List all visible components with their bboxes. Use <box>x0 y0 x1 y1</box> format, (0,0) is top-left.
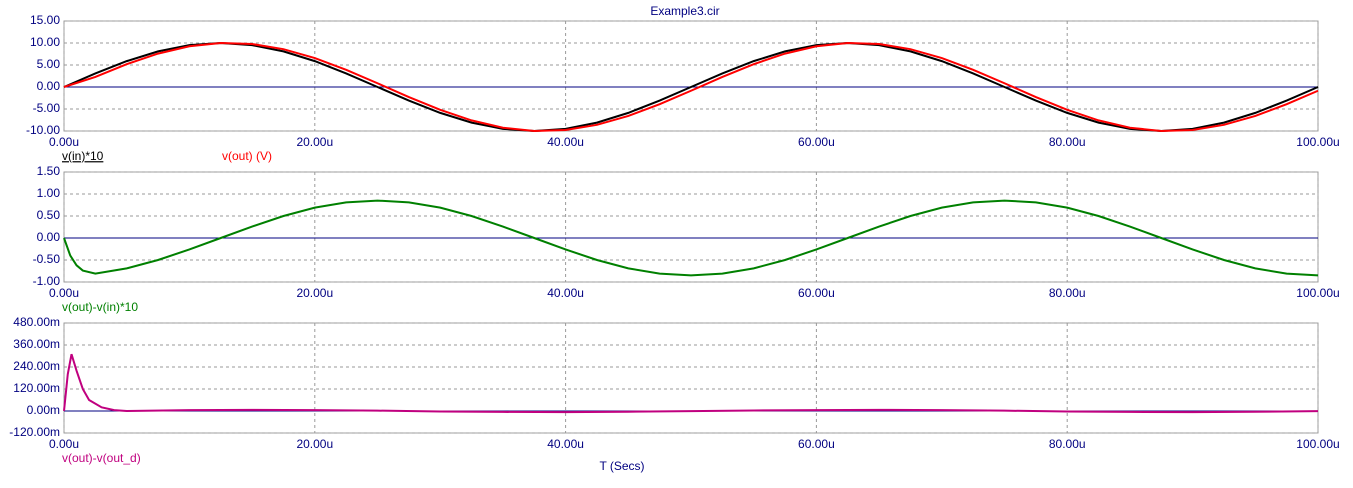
x-tick-label: 100.00u <box>1296 437 1339 451</box>
y-tick-label: 480.00m <box>13 315 60 329</box>
x-tick-label: 60.00u <box>798 286 835 300</box>
y-tick-label: 120.00m <box>13 381 60 395</box>
series-line <box>63 41 1319 133</box>
x-tick-label: 100.00u <box>1296 286 1339 300</box>
legend-entry: v(out)-v(in)*10 <box>62 300 138 314</box>
y-tick-label: 0.00 <box>37 230 61 244</box>
plot-frame <box>63 20 1319 132</box>
series-line <box>63 199 1319 277</box>
x-tick-label: 80.00u <box>1049 437 1086 451</box>
y-tick-label: -1.00 <box>33 274 61 288</box>
x-tick-label: 0.00u <box>49 437 79 451</box>
x-tick-label: 20.00u <box>296 437 333 451</box>
x-tick-label: 20.00u <box>296 135 333 149</box>
y-tick-label: 0.50 <box>37 208 61 222</box>
x-axis-label: T (Secs) <box>599 459 644 473</box>
y-tick-label: 240.00m <box>13 359 60 373</box>
x-tick-label: 0.00u <box>49 135 79 149</box>
series-line <box>63 353 1319 414</box>
y-tick-label: 10.00 <box>30 35 60 49</box>
y-tick-label: -0.50 <box>33 252 61 266</box>
x-tick-label: 80.00u <box>1049 286 1086 300</box>
y-tick-label: -5.00 <box>33 101 61 115</box>
plot-frame <box>63 322 1319 434</box>
y-tick-label: 0.00 <box>37 79 61 93</box>
x-tick-label: 40.00u <box>547 437 584 451</box>
x-tick-label: 60.00u <box>798 437 835 451</box>
x-tick-label: 0.00u <box>49 286 79 300</box>
y-tick-label: 15.00 <box>30 13 60 27</box>
legend-entry: v(in)*10 <box>62 149 104 163</box>
x-tick-label: 40.00u <box>547 286 584 300</box>
x-tick-label: 80.00u <box>1049 135 1086 149</box>
x-tick-label: 20.00u <box>296 286 333 300</box>
y-tick-label: -120.00m <box>9 425 60 439</box>
y-tick-label: 1.00 <box>37 186 61 200</box>
chart-title: Example3.cir <box>650 4 719 18</box>
x-tick-label: 60.00u <box>798 135 835 149</box>
y-tick-label: 360.00m <box>13 337 60 351</box>
y-tick-label: 1.50 <box>37 164 61 178</box>
legend-entry: v(out)-v(out_d) <box>62 451 141 465</box>
x-tick-label: 40.00u <box>547 135 584 149</box>
series-line <box>63 41 1319 133</box>
y-tick-label: 0.00m <box>27 403 60 417</box>
y-tick-label: -10.00 <box>26 123 60 137</box>
x-tick-label: 100.00u <box>1296 135 1339 149</box>
y-tick-label: 5.00 <box>37 57 61 71</box>
legend-entry: v(out) (V) <box>222 149 272 163</box>
